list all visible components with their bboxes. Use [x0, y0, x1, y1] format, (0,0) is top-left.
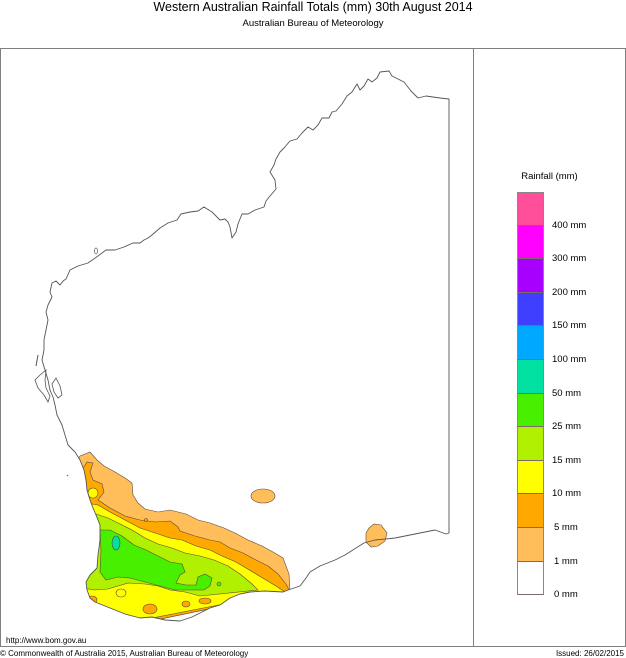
legend-label: 50 mm	[552, 387, 582, 399]
legend-label: 200 mm	[552, 286, 587, 298]
legend-label: 300 mm	[552, 253, 587, 265]
legend-label: 10 mm	[552, 488, 582, 500]
legend-label: 1 mm	[554, 555, 578, 567]
source-url[interactable]: http://www.bom.gov.au	[6, 636, 87, 645]
legend-swatch	[517, 393, 544, 428]
legend-label: 5 mm	[554, 522, 578, 533]
legend-swatch	[517, 460, 544, 495]
legend-swatch	[517, 527, 544, 562]
cell-goldfields-1-5mm	[250, 488, 276, 504]
legend-label: 0 mm	[554, 589, 578, 601]
cell-10-15mm-north	[87, 487, 99, 499]
legend-swatch	[517, 494, 544, 528]
legend-swatch	[517, 192, 544, 226]
issued-date: Issued: 26/02/2015	[555, 649, 624, 658]
legend-label: 150 mm	[552, 320, 587, 332]
legend-label: 25 mm	[552, 421, 582, 433]
legend-swatch	[517, 259, 544, 293]
legend-swatch	[517, 326, 544, 360]
shark-bay-coast	[34, 369, 51, 403]
legend-title: Rainfall (mm)	[521, 171, 578, 182]
copyright-notice: © Commonwealth of Australia 2015, Austra…	[0, 649, 249, 658]
legend-swatch	[517, 225, 544, 260]
band-50-100mm	[111, 535, 121, 551]
legend-label: 400 mm	[552, 219, 587, 231]
legend-colorbar	[517, 192, 544, 596]
legend-divider	[473, 48, 474, 646]
legend-swatch	[517, 359, 544, 394]
map-subtitle: Australian Bureau of Meteorology	[242, 18, 384, 29]
legend-swatch	[517, 561, 544, 596]
legend-label: 15 mm	[552, 454, 582, 466]
cell-eucla-1-5mm	[365, 523, 388, 548]
legend-label: 100 mm	[552, 354, 587, 365]
legend-swatch	[517, 427, 544, 461]
band-25-50mm	[99, 529, 213, 591]
legend-swatch	[517, 292, 544, 327]
coastline	[41, 70, 450, 622]
map-title: Western Australian Rainfall Totals (mm) …	[153, 0, 473, 14]
